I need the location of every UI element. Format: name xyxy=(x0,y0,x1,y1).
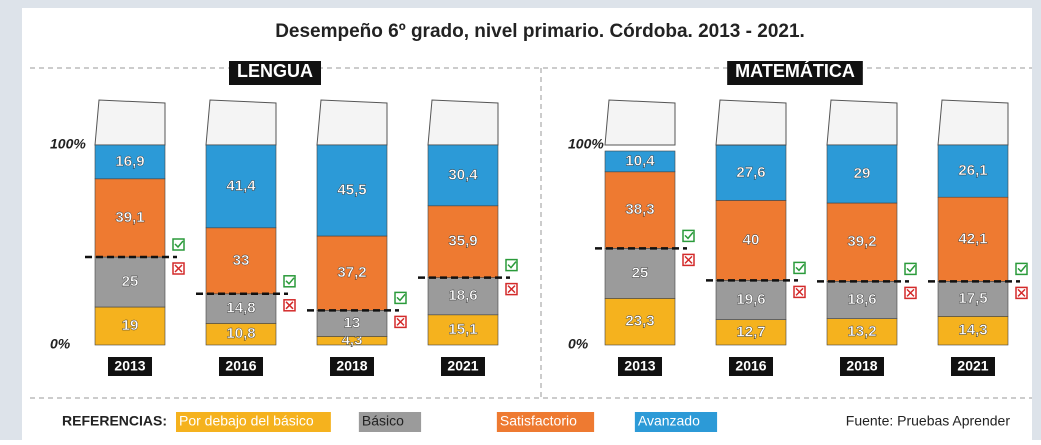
value-label: 17,5 xyxy=(958,290,987,307)
paper-top xyxy=(206,100,276,145)
value-label: 33 xyxy=(233,252,250,269)
value-label: 16,9 xyxy=(115,153,144,170)
paper-top xyxy=(317,100,387,145)
page: {"header": {"title": "Desempeño 6º grado… xyxy=(0,0,1041,445)
x-tick-label: 2013 xyxy=(114,358,145,374)
value-label: 27,6 xyxy=(736,164,765,181)
value-label: 10,8 xyxy=(226,325,255,342)
x-tick-label: 2016 xyxy=(225,358,256,374)
value-label: 42,1 xyxy=(958,230,987,247)
panel-title: LENGUA xyxy=(237,61,313,81)
x-tick-label: 2021 xyxy=(957,358,988,374)
paper-top xyxy=(938,100,1008,145)
value-label: 25 xyxy=(122,273,139,290)
panel-title: MATEMÁTICA xyxy=(735,60,855,81)
y-tick-label: 0% xyxy=(50,336,71,352)
value-label: 40 xyxy=(743,231,760,248)
value-label: 38,3 xyxy=(625,201,654,218)
value-label: 23,3 xyxy=(625,313,654,330)
value-label: 12,7 xyxy=(736,323,765,340)
value-label: 18,6 xyxy=(847,291,876,308)
value-label: 14,8 xyxy=(226,300,255,317)
value-label: 13,2 xyxy=(847,323,876,340)
value-label: 19 xyxy=(122,317,139,334)
x-tick-label: 2013 xyxy=(624,358,655,374)
y-tick-label: 100% xyxy=(568,136,604,152)
y-tick-label: 0% xyxy=(568,336,589,352)
paper-top xyxy=(605,100,675,145)
paper-top xyxy=(95,100,165,145)
infographic: Desempeño 6º grado, nivel primario. Córd… xyxy=(0,0,1041,440)
paper-top xyxy=(716,100,786,145)
legend-entry: Satisfactorio xyxy=(500,413,577,429)
x-tick-label: 2018 xyxy=(846,358,877,374)
value-label: 26,1 xyxy=(958,162,987,179)
value-label: 18,6 xyxy=(448,287,477,304)
legend-entry: Avanzado xyxy=(638,413,700,429)
legend-label: REFERENCIAS: xyxy=(62,413,167,429)
x-tick-label: 2021 xyxy=(447,358,478,374)
y-tick-label: 100% xyxy=(50,136,86,152)
value-label: 19,6 xyxy=(736,291,765,308)
paper-top xyxy=(428,100,498,145)
value-label: 39,1 xyxy=(115,209,144,226)
value-label: 10,4 xyxy=(625,152,655,169)
legend-entry: Por debajo del básico xyxy=(179,413,314,429)
value-label: 15,1 xyxy=(448,321,477,338)
value-label: 37,2 xyxy=(337,264,366,281)
value-label: 25 xyxy=(632,264,649,281)
value-label: 41,4 xyxy=(226,177,256,194)
value-label: 14,3 xyxy=(958,322,987,339)
value-label: 39,2 xyxy=(847,233,876,250)
paper-top xyxy=(827,100,897,145)
value-label: 35,9 xyxy=(448,233,477,250)
title: Desempeño 6º grado, nivel primario. Córd… xyxy=(275,21,805,42)
value-label: 13 xyxy=(344,314,361,331)
legend-entry: Básico xyxy=(362,413,404,429)
source: Fuente: Pruebas Aprender xyxy=(846,413,1011,429)
value-label: 30,4 xyxy=(448,166,478,183)
value-label: 29 xyxy=(854,165,871,182)
value-label: 45,5 xyxy=(337,181,366,198)
x-tick-label: 2016 xyxy=(735,358,766,374)
x-tick-label: 2018 xyxy=(336,358,367,374)
